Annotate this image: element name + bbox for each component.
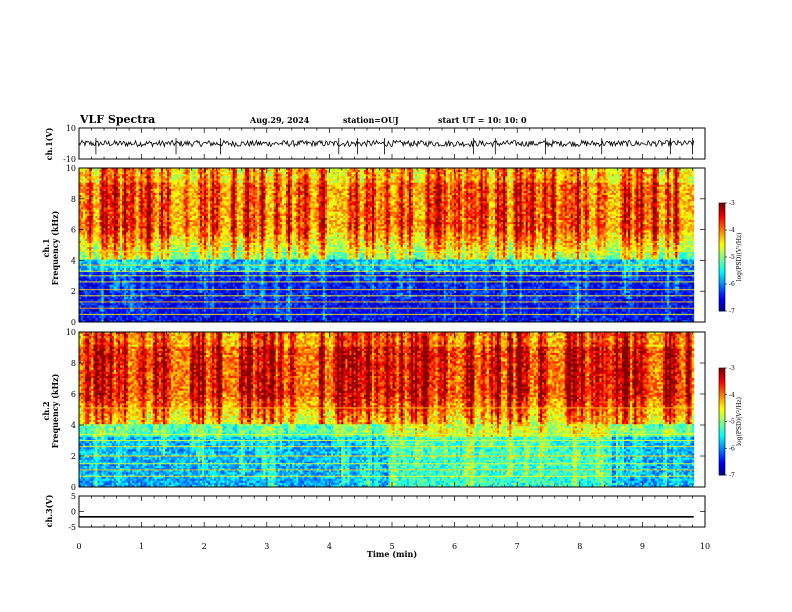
date-label: Aug.29, 2024 [249, 115, 310, 125]
y-tick-label: -10 [63, 155, 76, 164]
y-tick-label: 10 [66, 124, 76, 133]
chart-title: VLF Spectra [79, 113, 155, 126]
start-time-label: start UT = 10: 10: 0 [438, 115, 527, 125]
station-label: station=OUJ [343, 115, 399, 125]
ch1-waveform-panel: 10 -10 [63, 124, 705, 164]
